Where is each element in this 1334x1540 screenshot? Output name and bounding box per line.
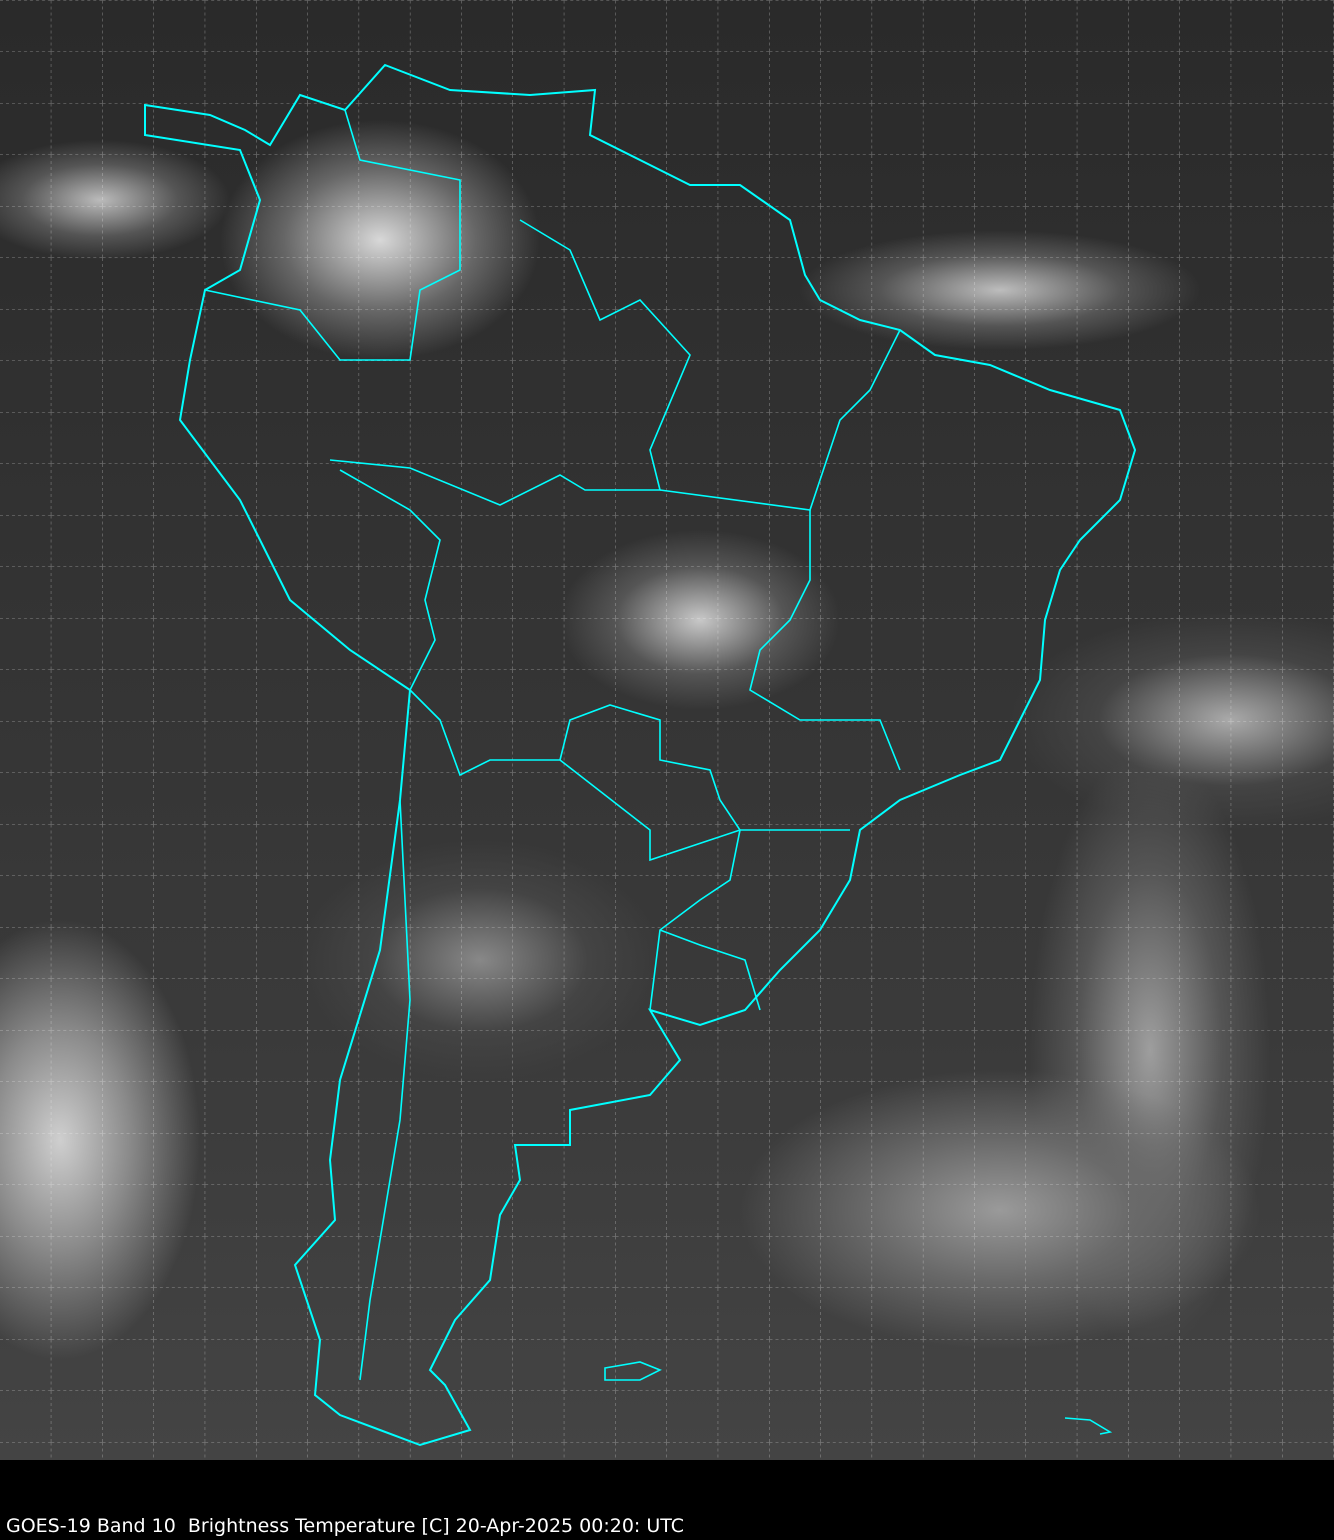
falkland-islands (604, 1361, 662, 1381)
image-caption: GOES-19 Band 10 Brightness Temperature [… (6, 1515, 685, 1537)
lat-lon-grid (0, 0, 1334, 1460)
country-borders (204, 109, 901, 1381)
south-georgia (1064, 1417, 1113, 1435)
map-overlay (0, 0, 1334, 1460)
satellite-image (0, 0, 1334, 1460)
